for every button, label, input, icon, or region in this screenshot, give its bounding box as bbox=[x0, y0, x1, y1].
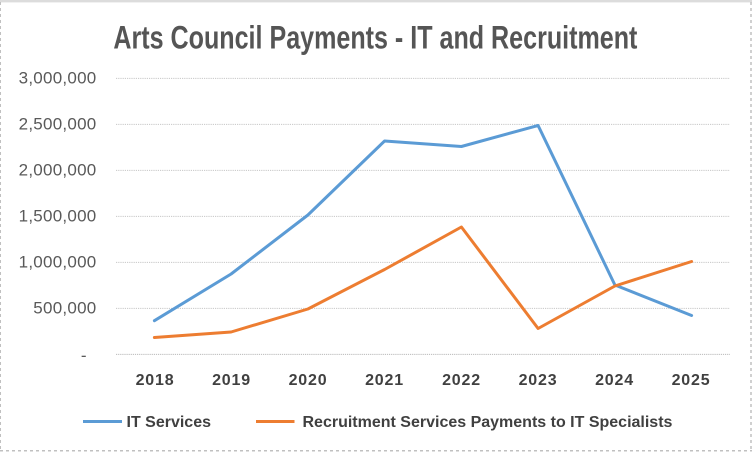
svg-text:2,000,000: 2,000,000 bbox=[19, 160, 97, 179]
svg-text:Recruitment Services Payments: Recruitment Services Payments to IT Spec… bbox=[303, 414, 673, 431]
svg-text:3,000,000: 3,000,000 bbox=[19, 68, 97, 87]
svg-text:2023: 2023 bbox=[519, 372, 558, 389]
svg-text:2018: 2018 bbox=[136, 372, 175, 389]
svg-text:1,500,000: 1,500,000 bbox=[19, 206, 97, 225]
svg-text:500,000: 500,000 bbox=[33, 298, 96, 317]
svg-text:2022: 2022 bbox=[442, 372, 481, 389]
svg-text:IT Services: IT Services bbox=[127, 414, 212, 431]
svg-text:2025: 2025 bbox=[672, 372, 711, 389]
svg-text:2024: 2024 bbox=[595, 372, 634, 389]
svg-text:2,500,000: 2,500,000 bbox=[19, 114, 97, 133]
svg-text:2019: 2019 bbox=[212, 372, 251, 389]
svg-text:2021: 2021 bbox=[365, 372, 404, 389]
svg-text:Arts Council Payments - IT and: Arts Council Payments - IT and Recruitme… bbox=[113, 20, 637, 56]
svg-text:1,000,000: 1,000,000 bbox=[19, 252, 97, 271]
svg-text:2020: 2020 bbox=[289, 372, 328, 389]
svg-text:-: - bbox=[81, 346, 87, 365]
